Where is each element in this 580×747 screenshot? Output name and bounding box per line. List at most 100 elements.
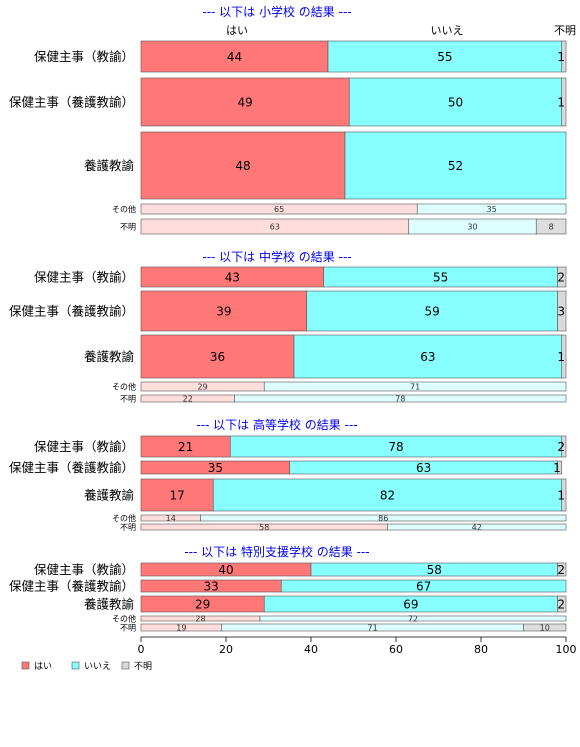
bar-segment-no	[306, 290, 558, 332]
legend-label: はい	[34, 661, 52, 672]
bar-segment-unknown	[557, 290, 567, 332]
data-label: 78	[388, 440, 403, 454]
data-label: 33	[203, 580, 218, 594]
x-tick-label: 60	[389, 643, 403, 656]
data-label: 22	[183, 395, 193, 404]
data-label: 71	[368, 624, 378, 633]
legend-swatch	[71, 661, 80, 670]
panel-2: --- 以下は 高等学校 の結果 ---保健主事（教諭） 21 78 2保健主事（養護…	[9, 417, 567, 532]
category-label: 保健主事（養護教諭）	[9, 304, 134, 319]
category-label: 不明	[120, 624, 136, 633]
data-label: 50	[448, 96, 463, 110]
legend-label: 不明	[134, 661, 152, 672]
category-label: 養護教諭	[84, 158, 135, 173]
data-label: 40	[218, 563, 233, 577]
data-label: 1	[557, 96, 565, 110]
data-label: 29	[195, 598, 210, 612]
data-label: 8	[549, 223, 554, 232]
panel-title: --- 以下は 特別支援学校 の結果 ---	[184, 544, 369, 559]
data-label: 52	[448, 159, 463, 173]
data-label: 63	[420, 350, 435, 364]
category-label: 保健主事（教諭）	[34, 270, 134, 285]
data-label: 2	[557, 440, 565, 454]
bar-segment-unknown	[535, 218, 567, 235]
category-label: その他	[112, 204, 136, 214]
panel-title: --- 以下は 高等学校 の結果 ---	[196, 417, 357, 432]
bar-segment-unknown	[561, 40, 567, 73]
bar-segment-no	[200, 514, 567, 522]
x-tick-label: 80	[474, 643, 488, 656]
bar-segment-unknown	[557, 460, 563, 475]
data-label: 10	[540, 624, 550, 633]
data-label: 63	[270, 223, 280, 232]
data-label: 21	[178, 440, 193, 454]
data-label: 78	[395, 395, 405, 404]
bar-segment-no	[293, 334, 563, 379]
header-label-1: いいえ	[431, 24, 464, 37]
data-label: 2	[557, 271, 565, 285]
data-label: 58	[259, 523, 269, 532]
bar-segment-unknown	[557, 266, 567, 288]
header-label-2: 不明	[554, 24, 576, 37]
bar-segment-no	[259, 615, 567, 622]
data-label: 35	[487, 205, 497, 214]
data-label: 55	[433, 271, 448, 285]
data-label: 28	[195, 615, 205, 624]
category-label: その他	[112, 382, 136, 392]
bar-segment-no	[416, 203, 567, 215]
bar-segment-no	[344, 131, 567, 200]
data-label: 72	[408, 615, 418, 624]
legend-swatch	[121, 661, 130, 670]
category-label: 養護教諭	[84, 488, 135, 503]
data-label: 39	[216, 305, 231, 319]
category-label: 保健主事（養護教諭）	[9, 579, 134, 594]
panel-1: --- 以下は 中学校 の結果 --- 保健主事（教諭） 43 55 2 保健主事（養護教…	[9, 249, 567, 404]
bar-segment-unknown	[561, 435, 567, 458]
legend-swatch	[21, 661, 30, 670]
bar-segment-no	[280, 579, 567, 593]
bar-segment-unknown	[557, 562, 567, 577]
category-label: 保健主事（教諭）	[34, 49, 134, 64]
data-label: 58	[427, 563, 442, 577]
bar-segment-yes	[140, 290, 308, 332]
data-label: 29	[198, 383, 208, 392]
data-label: 69	[403, 598, 418, 612]
panel-title: --- 以下は 小学校 の結果 ---	[202, 4, 351, 19]
bar-segment-unknown	[557, 595, 567, 613]
data-label: 82	[380, 489, 395, 503]
bar-segment-no	[327, 40, 563, 73]
bar-segment-unknown	[561, 478, 567, 512]
category-label: 保健主事（養護教諭）	[9, 95, 134, 110]
bar-segment-yes	[140, 40, 329, 73]
bar-segment-unknown	[561, 77, 567, 127]
bar-segment-unknown	[561, 334, 567, 379]
legend: はい いいえ 不明	[21, 661, 152, 672]
category-label: 保健主事（養護教諭）	[9, 460, 134, 475]
bar-segment-yes	[140, 334, 295, 379]
data-label: 49	[237, 96, 252, 110]
category-label: 養護教諭	[84, 597, 135, 612]
x-tick-label: 20	[219, 643, 233, 656]
category-label: その他	[112, 513, 136, 523]
header-label-0: はい	[226, 24, 248, 37]
bar-segment-no	[387, 523, 567, 531]
data-label: 19	[176, 624, 186, 633]
data-label: 67	[416, 580, 431, 594]
data-label: 14	[166, 514, 176, 523]
category-label: 養護教諭	[84, 349, 135, 364]
bar-segment-no	[234, 394, 567, 403]
category-label: 不明	[120, 223, 136, 232]
x-tick-label: 100	[556, 643, 577, 656]
data-label: 3	[557, 305, 565, 319]
data-label: 63	[416, 461, 431, 475]
data-label: 30	[467, 223, 477, 232]
data-label: 35	[208, 461, 223, 475]
data-label: 43	[225, 271, 240, 285]
data-label: 1	[557, 350, 565, 364]
bar-segment-no	[212, 478, 563, 512]
x-tick-label: 40	[304, 643, 318, 656]
data-label: 55	[437, 50, 452, 64]
category-label: その他	[112, 614, 136, 624]
category-label: 不明	[120, 395, 136, 404]
